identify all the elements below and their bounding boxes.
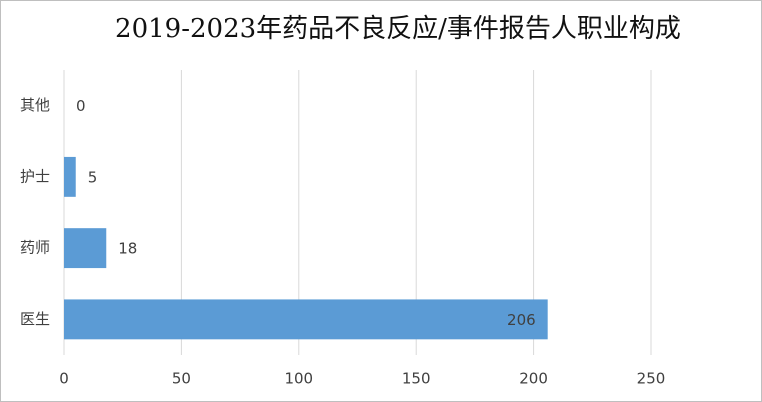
data-label: 5 [88, 168, 98, 186]
x-tick-label: 200 [519, 370, 548, 388]
data-label: 18 [118, 240, 137, 258]
y-tick-label: 药师 [20, 239, 50, 257]
y-tick-label: 其他 [20, 96, 50, 114]
data-label: 0 [76, 97, 86, 115]
bar [64, 228, 107, 269]
bar [64, 156, 76, 197]
chart-title: 2019-2023年药品不良反应/事件报告人职业构成 [115, 14, 681, 44]
x-tick-label: 0 [59, 370, 69, 388]
x-tick-label: 250 [637, 370, 666, 388]
x-tick-label: 150 [402, 370, 431, 388]
data-label: 206 [507, 311, 536, 329]
bar [64, 299, 548, 340]
x-tick-label: 100 [284, 370, 313, 388]
x-tick-label: 50 [172, 370, 191, 388]
y-tick-label: 医生 [20, 310, 50, 328]
y-tick-label: 护士 [20, 167, 50, 185]
